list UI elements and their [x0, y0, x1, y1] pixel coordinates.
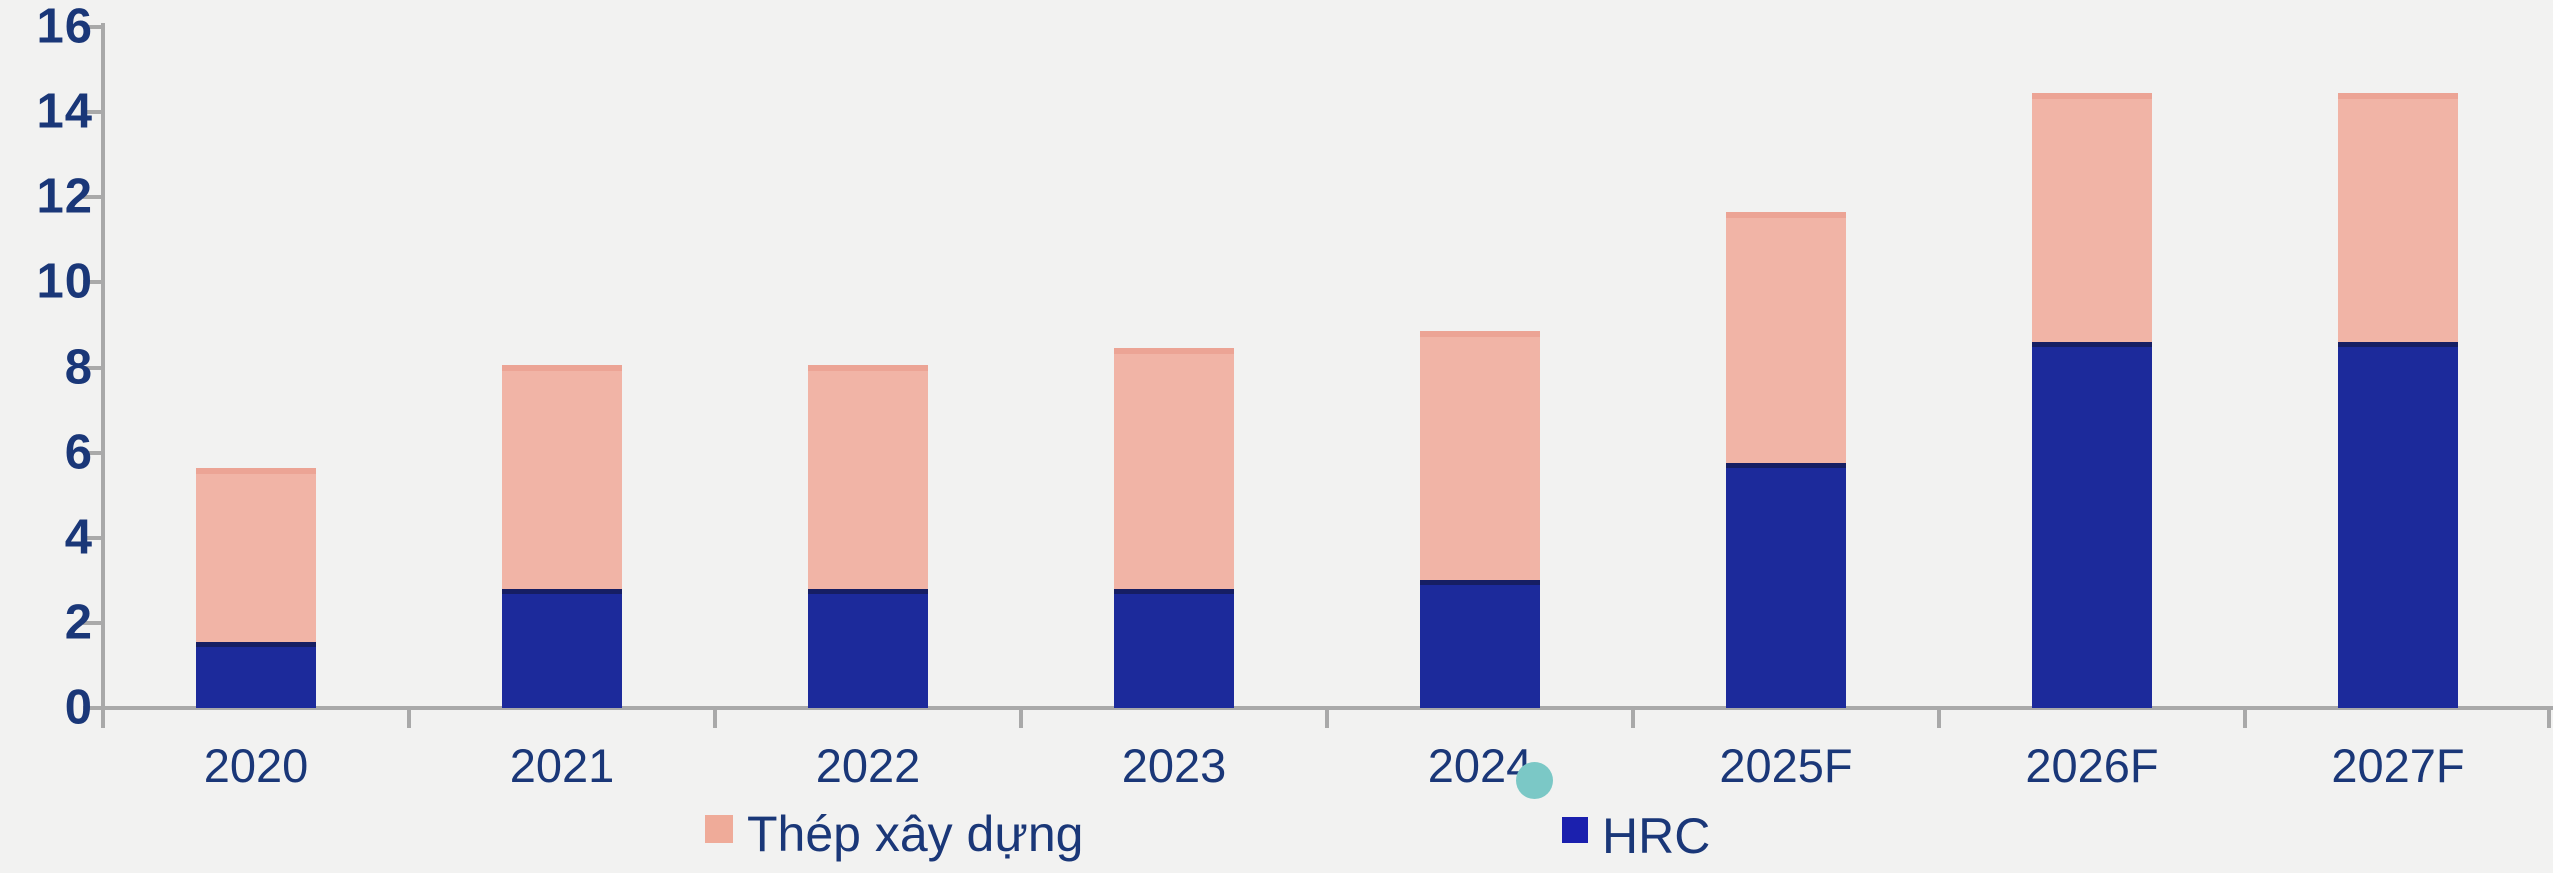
bar-segment-hrc	[1420, 580, 1540, 708]
legend-label: Thép xây dựng	[747, 806, 1084, 862]
legend-label: HRC	[1602, 808, 1711, 864]
y-tick	[83, 706, 103, 710]
y-tick-label: 8	[64, 340, 93, 394]
teal-dot-annotation	[1516, 762, 1553, 799]
bar-segment-hrc	[196, 642, 316, 708]
x-tick	[2243, 708, 2247, 728]
bar-segment-thep-xay-dung	[502, 365, 622, 589]
x-tick-label: 2025F	[1719, 739, 1853, 792]
x-tick	[1019, 708, 1023, 728]
y-tick	[83, 110, 103, 115]
y-tick	[83, 535, 103, 540]
bar-segment-thep-xay-dung	[2338, 92, 2458, 342]
bar-segment-thep-xay-dung	[1420, 331, 1540, 581]
bar-segment-hrc	[2338, 341, 2458, 708]
x-tick	[1937, 708, 1941, 728]
y-tick	[83, 195, 103, 200]
x-tick	[1631, 708, 1635, 728]
y-tick-label: 0	[64, 680, 93, 735]
y-tick	[83, 365, 103, 370]
y-axis-line	[101, 23, 105, 712]
x-tick	[2547, 708, 2551, 728]
x-tick	[407, 708, 411, 728]
y-tick	[83, 25, 103, 29]
x-tick	[101, 708, 105, 728]
y-tick-label: 14	[36, 84, 93, 139]
x-tick-label: 2024	[1427, 739, 1533, 792]
y-tick-label: 10	[36, 254, 93, 309]
x-tick-label: 2020	[203, 739, 309, 792]
bar-segment-thep-xay-dung	[808, 365, 928, 589]
bar-segment-hrc	[1114, 588, 1234, 708]
bar-segment-hrc	[808, 588, 928, 708]
y-tick-label: 2	[64, 595, 93, 650]
bar-segment-thep-xay-dung	[1114, 348, 1234, 589]
x-tick-label: 2021	[509, 739, 615, 792]
bar-segment-thep-xay-dung	[1726, 212, 1846, 464]
x-tick-label: 2026F	[2025, 739, 2159, 792]
x-tick-label: 2023	[1121, 739, 1227, 792]
x-tick	[1325, 708, 1329, 728]
bar-segment-hrc	[2032, 341, 2152, 708]
y-tick	[83, 620, 103, 625]
bar-segment-hrc	[502, 588, 622, 708]
x-tick	[713, 708, 717, 728]
y-tick	[83, 450, 103, 455]
legend-item-hrc: HRC	[1562, 811, 1710, 867]
y-tick	[83, 280, 103, 285]
hrc-swatch-icon	[1562, 817, 1588, 843]
legend-item-thep-xay-dung: Thép xây dựng	[705, 809, 1083, 865]
bar-segment-hrc	[1726, 463, 1846, 708]
y-tick-label: 6	[64, 425, 93, 480]
y-tick-label: 16	[36, 0, 93, 54]
bar-segment-thep-xay-dung	[196, 467, 316, 643]
y-tick-label: 4	[64, 510, 93, 565]
thep-xay-dung-swatch-icon	[705, 815, 733, 843]
bar-segment-thep-xay-dung	[2032, 92, 2152, 342]
x-tick-label: 2027F	[2331, 739, 2465, 792]
x-tick-label: 2022	[815, 739, 921, 792]
y-tick-label: 12	[36, 169, 93, 224]
